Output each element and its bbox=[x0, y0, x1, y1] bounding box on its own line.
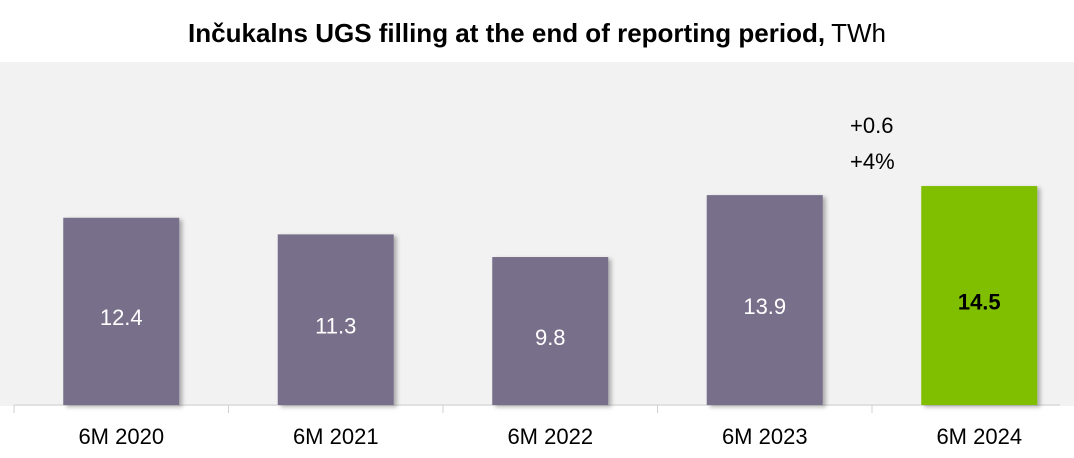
value-label: 12.4 bbox=[100, 305, 143, 330]
title-unit: TWh bbox=[831, 18, 886, 48]
value-label: 11.3 bbox=[315, 313, 356, 338]
value-label: 13.9 bbox=[743, 294, 786, 319]
x-tick-label: 6M 2022 bbox=[507, 424, 593, 449]
x-tick-label: 6M 2024 bbox=[936, 424, 1022, 449]
x-tick-label: 6M 2020 bbox=[78, 424, 164, 449]
value-label: 14.5 bbox=[958, 289, 1001, 314]
title-main: Inčukalns UGS filling at the end of repo… bbox=[188, 18, 825, 48]
bar bbox=[921, 186, 1038, 405]
x-tick-label: 6M 2023 bbox=[722, 424, 808, 449]
bar bbox=[492, 257, 609, 405]
chart-title: Inčukalns UGS filling at the end of repo… bbox=[188, 18, 886, 48]
bar bbox=[277, 234, 394, 405]
bar bbox=[706, 195, 823, 405]
annotation: +0.6 bbox=[850, 113, 893, 138]
annotation: +4% bbox=[850, 149, 895, 174]
x-tick-label: 6M 2021 bbox=[293, 424, 379, 449]
value-label: 9.8 bbox=[535, 325, 566, 350]
bar bbox=[63, 217, 180, 405]
